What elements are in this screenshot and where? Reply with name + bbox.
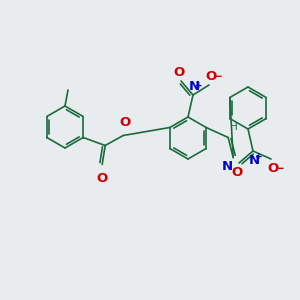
Text: N: N [222,160,233,173]
Text: O: O [206,70,217,83]
Text: O: O [97,172,108,184]
Text: N: N [188,80,200,93]
Text: O: O [267,162,279,175]
Text: −: − [275,162,285,175]
Text: H: H [230,122,238,133]
Text: −: − [213,70,223,83]
Text: N: N [248,154,260,167]
Text: O: O [173,66,184,79]
Text: O: O [120,116,131,130]
Text: O: O [231,166,243,179]
Text: +: + [195,81,202,90]
Text: +: + [255,152,262,161]
